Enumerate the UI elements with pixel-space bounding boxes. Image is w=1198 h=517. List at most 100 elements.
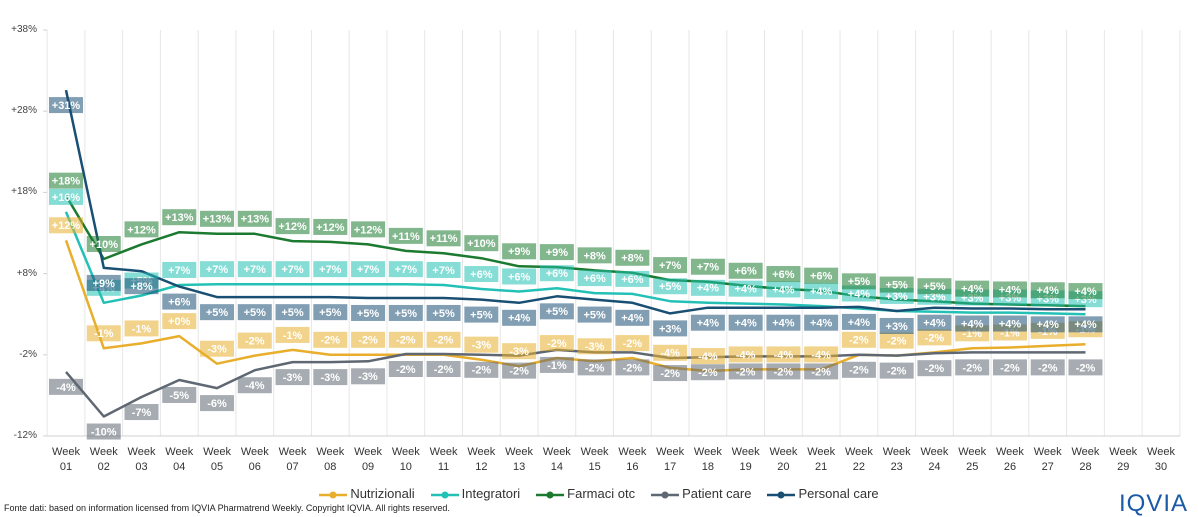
data-label: +5% [388, 304, 423, 321]
series-line [64, 211, 1086, 316]
data-label: +7% [388, 261, 423, 278]
data-label-text: -2% [887, 336, 907, 348]
data-label: +6% [804, 267, 839, 284]
data-label-text: +4% [772, 284, 795, 296]
legend-item: Farmaci otc [536, 486, 635, 501]
data-label: +7% [162, 261, 197, 278]
data-label-text: -3% [207, 344, 227, 356]
data-label-text: +6% [508, 271, 531, 283]
data-label: +11% [426, 230, 461, 247]
data-label: -2% [388, 331, 423, 348]
data-label-text: -4% [736, 349, 756, 361]
data-label-text: +4% [999, 318, 1022, 330]
legend-dot [777, 491, 785, 499]
x-tick-label: Week 19 [731, 446, 760, 473]
data-label-box [237, 377, 272, 394]
data-label-box [502, 343, 537, 360]
y-tick-label: -2% [19, 348, 37, 360]
x-tick-label: Week 17 [656, 446, 685, 473]
data-label-text: +4% [999, 284, 1022, 296]
data-label-box [464, 361, 499, 378]
data-label: +8% [124, 278, 159, 295]
data-label: +16% [49, 188, 83, 205]
data-label-box [162, 261, 197, 278]
data-label-text: -3% [283, 372, 303, 384]
data-label: +11% [388, 227, 423, 244]
data-label-box [690, 364, 725, 381]
data-label-text: -2% [1038, 362, 1058, 374]
data-label-box [275, 326, 310, 343]
data-label-box [1030, 316, 1065, 333]
data-label-box [955, 315, 990, 332]
data-label: +4% [955, 280, 990, 297]
data-label: +10% [86, 235, 121, 252]
data-label-box [728, 363, 763, 380]
data-label-text: +4% [1074, 319, 1097, 331]
data-label: -2% [539, 335, 574, 352]
data-label-box [615, 309, 650, 326]
data-label-text: +4% [848, 317, 871, 329]
data-label: +4% [841, 313, 876, 330]
data-label-text: +4% [1037, 285, 1060, 297]
x-tick-label: Week 01 [52, 446, 80, 473]
data-label-text: +4% [810, 286, 833, 298]
data-label: +4% [502, 309, 537, 326]
data-label-text: +0% [168, 316, 191, 328]
data-label-text: +7% [659, 260, 682, 272]
data-label: +4% [690, 314, 725, 331]
data-label-text: -4% [56, 382, 76, 394]
data-label-text: +13% [241, 214, 270, 226]
data-label-box [237, 304, 272, 321]
data-label-text: +6% [772, 269, 795, 281]
data-label: -2% [917, 360, 952, 377]
data-label: +7% [653, 257, 688, 274]
data-label-box [1030, 282, 1065, 299]
x-tick-label: Week 22 [844, 446, 873, 473]
data-label: +7% [426, 261, 461, 278]
data-label: +12% [49, 217, 83, 234]
data-label: +6% [464, 266, 499, 283]
data-label-box [653, 365, 688, 382]
data-label: -2% [388, 360, 423, 377]
data-label-text: +7% [395, 264, 418, 276]
data-label-text: -7% [132, 407, 152, 419]
data-label-text: -4% [660, 348, 680, 360]
y-tick-label: +38% [11, 24, 37, 35]
data-label-text: +4% [1037, 319, 1060, 331]
data-label: +0% [162, 313, 197, 330]
data-label: +13% [162, 209, 197, 226]
data-label: -2% [1030, 359, 1065, 376]
legend-dot [329, 491, 337, 499]
data-label: -3% [313, 369, 348, 386]
y-tick-label: +8% [16, 267, 37, 279]
data-label: +5% [577, 306, 612, 323]
data-label-box [200, 340, 235, 357]
data-label-text: +3% [886, 291, 909, 303]
data-label-text: -2% [547, 338, 567, 350]
data-label-box [690, 314, 725, 331]
data-label-box [49, 188, 83, 205]
series-line [64, 89, 1086, 315]
data-label-text: +7% [168, 265, 191, 277]
data-label-text: +13% [203, 214, 232, 226]
data-label-text: +4% [772, 318, 795, 330]
data-label-box [728, 346, 763, 363]
data-label-text: +3% [923, 292, 946, 304]
x-tick-label: Week 04 [165, 446, 194, 473]
data-label-box [388, 360, 423, 377]
data-label-box [162, 293, 197, 310]
data-label: -2% [615, 335, 650, 352]
data-label: +7% [690, 258, 725, 275]
data-label: +9% [539, 244, 574, 261]
data-label: -2% [766, 363, 801, 380]
data-label-text: -4% [774, 349, 794, 361]
data-label: +5% [539, 303, 574, 320]
x-tick-label: Week 20 [769, 446, 798, 473]
series-line [64, 194, 1086, 308]
data-label: +4% [1068, 283, 1103, 300]
data-label: +31% [49, 97, 83, 114]
data-label-box [275, 304, 310, 321]
data-label-text: +3% [886, 321, 909, 333]
data-label: +7% [237, 261, 272, 278]
data-label-box [351, 304, 386, 321]
